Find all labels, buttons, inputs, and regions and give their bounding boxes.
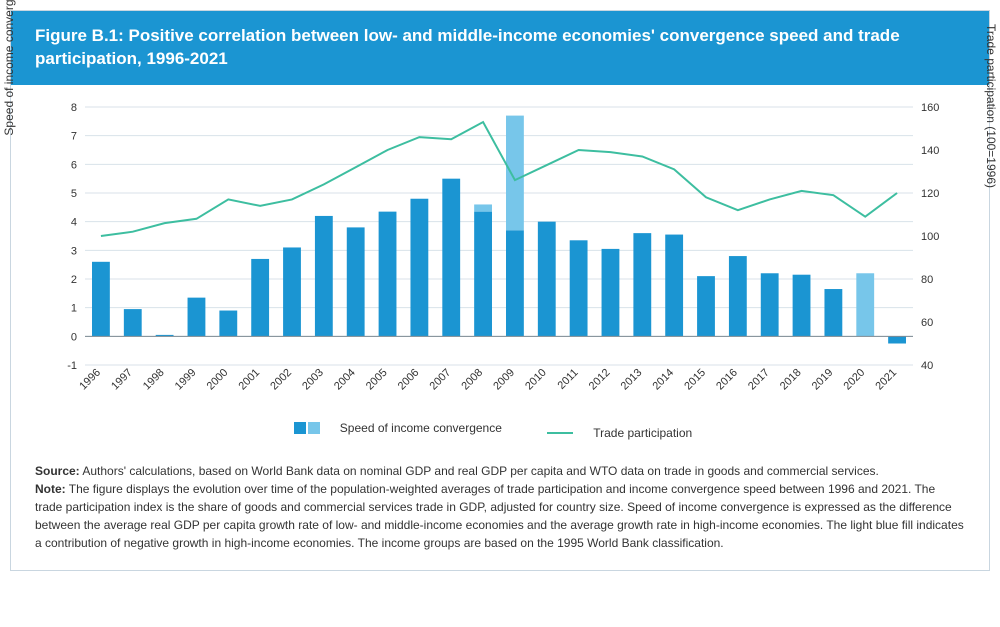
x-tick-label: 1997: [109, 367, 135, 393]
svg-text:4: 4: [71, 217, 77, 229]
svg-text:8: 8: [71, 102, 77, 114]
x-tick-label: 2006: [396, 367, 422, 393]
chart-legend: Speed of income convergence Trade partic…: [29, 417, 971, 450]
x-tick-label: 2020: [842, 367, 868, 393]
line-swatch-icon: [547, 432, 573, 434]
svg-text:3: 3: [71, 245, 77, 257]
chart-svg: -101234567840608010012014016019961997199…: [29, 97, 969, 417]
svg-text:160: 160: [921, 102, 939, 114]
y-axis-left-label: Speed of income convergence (percentage …: [2, 0, 16, 136]
x-tick-label: 2011: [556, 367, 581, 392]
x-tick-label: 2014: [650, 367, 676, 393]
x-tick-label: 2013: [619, 367, 645, 393]
legend-line: Trade participation: [547, 426, 706, 440]
svg-text:100: 100: [921, 231, 939, 243]
x-tick-label: 2004: [332, 367, 358, 393]
x-tick-label: 2002: [268, 367, 294, 393]
note-label: Note:: [35, 482, 66, 496]
legend-bar-label: Speed of income convergence: [340, 421, 502, 435]
svg-text:120: 120: [921, 188, 939, 200]
legend-bar: Speed of income convergence: [294, 421, 516, 435]
x-tick-label: 1999: [173, 367, 199, 393]
x-tick-label: 2021: [873, 367, 899, 393]
source-text: Authors' calculations, based on World Ba…: [82, 464, 879, 478]
figure-caption: Source: Authors' calculations, based on …: [11, 456, 989, 570]
x-tick-label: 1998: [141, 367, 167, 393]
svg-text:2: 2: [71, 274, 77, 286]
x-tick-label: 2017: [746, 367, 772, 393]
x-tick-label: 2018: [778, 367, 804, 393]
svg-text:1: 1: [71, 303, 77, 315]
note-line: Note: The figure displays the evolution …: [35, 480, 965, 552]
bar-light-swatch-icon: [308, 422, 320, 434]
svg-text:60: 60: [921, 317, 933, 329]
x-tick-label: 2009: [491, 367, 517, 393]
x-tick-label: 2016: [714, 367, 740, 393]
source-label: Source:: [35, 464, 80, 478]
x-tick-label: 2012: [587, 367, 613, 393]
svg-text:5: 5: [71, 188, 77, 200]
svg-text:-1: -1: [67, 360, 77, 372]
svg-text:6: 6: [71, 159, 77, 171]
x-tick-label: 2019: [810, 367, 836, 393]
x-tick-label: 2000: [205, 367, 231, 393]
y-axis-right-label: Trade participation (100=1996): [984, 24, 998, 188]
x-tick-label: 2003: [300, 367, 326, 393]
x-tick-label: 1996: [77, 367, 103, 393]
figure-card: Figure B.1: Positive correlation between…: [10, 10, 990, 571]
svg-text:80: 80: [921, 274, 933, 286]
svg-text:7: 7: [71, 131, 77, 143]
x-tick-label: 2005: [364, 367, 390, 393]
svg-text:140: 140: [921, 145, 939, 157]
source-line: Source: Authors' calculations, based on …: [35, 462, 965, 480]
note-text: The figure displays the evolution over t…: [35, 482, 964, 550]
x-tick-label: 2015: [682, 367, 708, 393]
x-tick-label: 2010: [523, 367, 549, 393]
x-tick-label: 2008: [459, 367, 485, 393]
figure-title: Figure B.1: Positive correlation between…: [11, 11, 989, 85]
x-tick-label: 2007: [428, 367, 454, 393]
svg-text:40: 40: [921, 360, 933, 372]
x-tick-label: 2001: [236, 367, 262, 393]
legend-line-label: Trade participation: [593, 426, 692, 440]
bar-dark-swatch-icon: [294, 422, 306, 434]
chart-area: Speed of income convergence (percentage …: [11, 85, 989, 456]
svg-text:0: 0: [71, 331, 77, 343]
